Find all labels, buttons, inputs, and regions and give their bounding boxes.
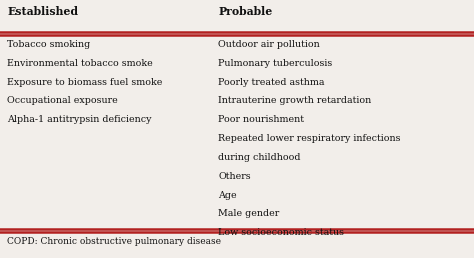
Text: Outdoor air pollution: Outdoor air pollution — [218, 40, 320, 49]
Text: during childhood: during childhood — [218, 153, 301, 162]
Text: Established: Established — [7, 6, 78, 18]
Text: Probable: Probable — [218, 6, 272, 18]
Text: Male gender: Male gender — [218, 209, 279, 219]
Text: Others: Others — [218, 172, 251, 181]
Text: Exposure to biomass fuel smoke: Exposure to biomass fuel smoke — [7, 78, 163, 87]
Text: Poorly treated asthma: Poorly treated asthma — [218, 78, 325, 87]
Text: Age: Age — [218, 191, 237, 200]
Text: Low socioeconomic status: Low socioeconomic status — [218, 228, 344, 237]
Text: Pulmonary tuberculosis: Pulmonary tuberculosis — [218, 59, 332, 68]
Text: Poor nourishment: Poor nourishment — [218, 115, 304, 124]
Text: Tobacco smoking: Tobacco smoking — [7, 40, 91, 49]
Text: Repeated lower respiratory infections: Repeated lower respiratory infections — [218, 134, 401, 143]
Text: Environmental tobacco smoke: Environmental tobacco smoke — [7, 59, 153, 68]
Text: Intrauterine growth retardation: Intrauterine growth retardation — [218, 96, 371, 106]
Text: Alpha-1 antitrypsin deficiency: Alpha-1 antitrypsin deficiency — [7, 115, 152, 124]
Text: Occupational exposure: Occupational exposure — [7, 96, 118, 106]
Text: COPD: Chronic obstructive pulmonary disease: COPD: Chronic obstructive pulmonary dise… — [7, 237, 221, 246]
